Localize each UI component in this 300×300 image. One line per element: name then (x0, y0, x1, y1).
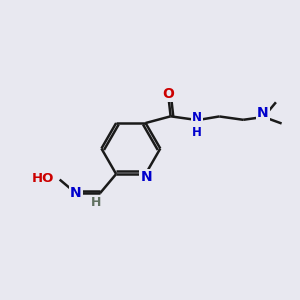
Text: N: N (140, 170, 152, 184)
Text: N
H: N H (192, 111, 202, 139)
Text: O: O (162, 87, 174, 100)
Text: HO: HO (32, 172, 54, 184)
Text: N: N (257, 106, 269, 120)
Text: H: H (90, 196, 101, 208)
Text: N: N (70, 186, 82, 200)
